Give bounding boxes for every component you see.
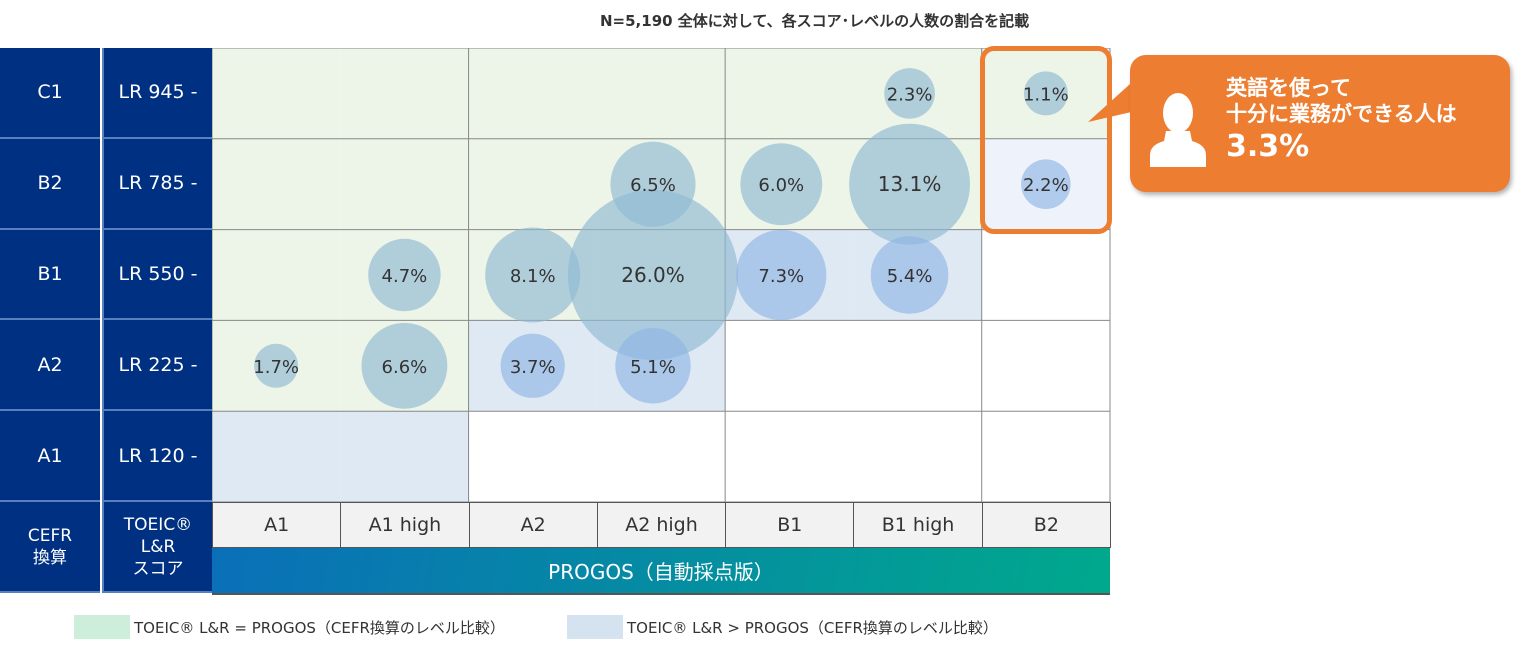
column-label: A2 <box>468 502 598 548</box>
legend-swatch <box>74 615 130 639</box>
callout-line1: 英語を使って <box>1226 76 1351 100</box>
bubble <box>485 227 581 323</box>
bubble <box>361 322 448 409</box>
x-axis-title: PROGOS（自動採点版） <box>212 548 1110 595</box>
column-label: A1 <box>212 502 342 548</box>
grid-cell <box>340 48 469 139</box>
bubble-label: 2.2% <box>1023 175 1069 196</box>
bubble <box>567 189 739 361</box>
bubble <box>736 229 827 321</box>
callout-pointer <box>1088 75 1140 122</box>
grid-cell <box>725 411 854 502</box>
bubble-label: 6.6% <box>382 357 428 378</box>
column-label: B2 <box>981 502 1111 548</box>
row-label-score: LR 225 - <box>102 320 212 412</box>
bubble-label: 1.1% <box>1023 84 1069 105</box>
legend-item-greater: TOEIC® L&R > PROGOS（CEFR換算のレベル比較） <box>567 615 998 639</box>
bubble-label: 1.7% <box>253 357 299 378</box>
legend-label: TOEIC® L&R > PROGOS（CEFR換算のレベル比較） <box>627 618 998 637</box>
bubble-label: 26.0% <box>621 263 685 287</box>
grid-cell <box>212 48 341 139</box>
row-label-cefr: B1 <box>0 229 100 321</box>
grid-cell <box>468 138 597 230</box>
bubble <box>1021 159 1071 209</box>
bubble-label: 5.4% <box>887 266 933 287</box>
bubble-label: 7.3% <box>758 266 804 287</box>
bubble <box>849 123 971 245</box>
grid-cell <box>212 411 341 502</box>
bubble-label: 2.3% <box>887 84 933 105</box>
bubble <box>615 328 691 404</box>
bubble-label: 13.1% <box>878 172 942 196</box>
legend-item-equal: TOEIC® L&R = PROGOS（CEFR換算のレベル比較） <box>74 615 505 639</box>
row-label-score: LR 945 - <box>102 48 212 139</box>
grid-cell <box>468 48 597 139</box>
grid-cell <box>725 48 854 139</box>
row-label-cefr: A1 <box>0 411 100 502</box>
bubble-label: 6.0% <box>758 175 804 196</box>
toeic-header: TOEIC® L&R スコア <box>102 502 212 593</box>
bubble <box>740 143 823 226</box>
person-icon <box>1150 93 1206 167</box>
grid-cell <box>853 411 982 502</box>
grid-cell <box>212 229 341 321</box>
bubble <box>884 68 935 119</box>
column-label: B1 <box>725 502 855 548</box>
legend-swatch <box>567 615 623 639</box>
bubble-label: 6.5% <box>630 175 676 196</box>
bubble <box>368 238 441 312</box>
bubble-label: 3.7% <box>510 357 556 378</box>
bubble <box>500 333 565 398</box>
legend-label: TOEIC® L&R = PROGOS（CEFR換算のレベル比較） <box>134 618 505 637</box>
cefr-header: CEFR 換算 <box>0 502 100 593</box>
grid-cell <box>596 411 726 502</box>
bubble-label: 5.1% <box>630 357 676 378</box>
row-label-cefr: C1 <box>0 48 100 139</box>
row-label-score: LR 785 - <box>102 138 212 230</box>
grid-cell <box>853 320 982 412</box>
bubble <box>254 343 299 388</box>
bubble-label: 8.1% <box>510 266 556 287</box>
row-label-score: LR 550 - <box>102 229 212 321</box>
grid-cell <box>981 411 1110 502</box>
column-label: B1 high <box>853 502 983 548</box>
highlight-frame <box>980 46 1112 234</box>
grid-cell <box>212 138 341 230</box>
grid-cell <box>340 138 469 230</box>
sample-note: N=5,190 全体に対して、各スコア･レベルの人数の割合を記載 <box>600 12 1030 30</box>
grid-cell <box>596 48 726 139</box>
row-label-cefr: B2 <box>0 138 100 230</box>
grid-cell <box>725 320 854 412</box>
grid-cell <box>981 229 1110 321</box>
column-label: A2 high <box>596 502 727 548</box>
row-label-score: LR 120 - <box>102 411 212 502</box>
grid-cell <box>340 411 469 502</box>
grid-cell <box>468 411 597 502</box>
bubble-grid: 2.3% 1.1% 6.5% 6.0% 13.1% 2.2% 4.7% 8.1% 26.0% 7.… <box>212 48 1111 503</box>
callout-line2: 十分に業務ができる人は <box>1226 102 1457 126</box>
column-label: A1 high <box>340 502 470 548</box>
callout-value: 3.3% <box>1226 129 1310 164</box>
grid-cell <box>981 320 1110 412</box>
bubble <box>1023 71 1068 116</box>
row-label-cefr: A2 <box>0 320 100 412</box>
callout: 英語を使って 十分に業務ができる人は 3.3% <box>1130 55 1510 192</box>
bubble <box>870 236 949 314</box>
bubble-label: 4.7% <box>382 266 428 287</box>
